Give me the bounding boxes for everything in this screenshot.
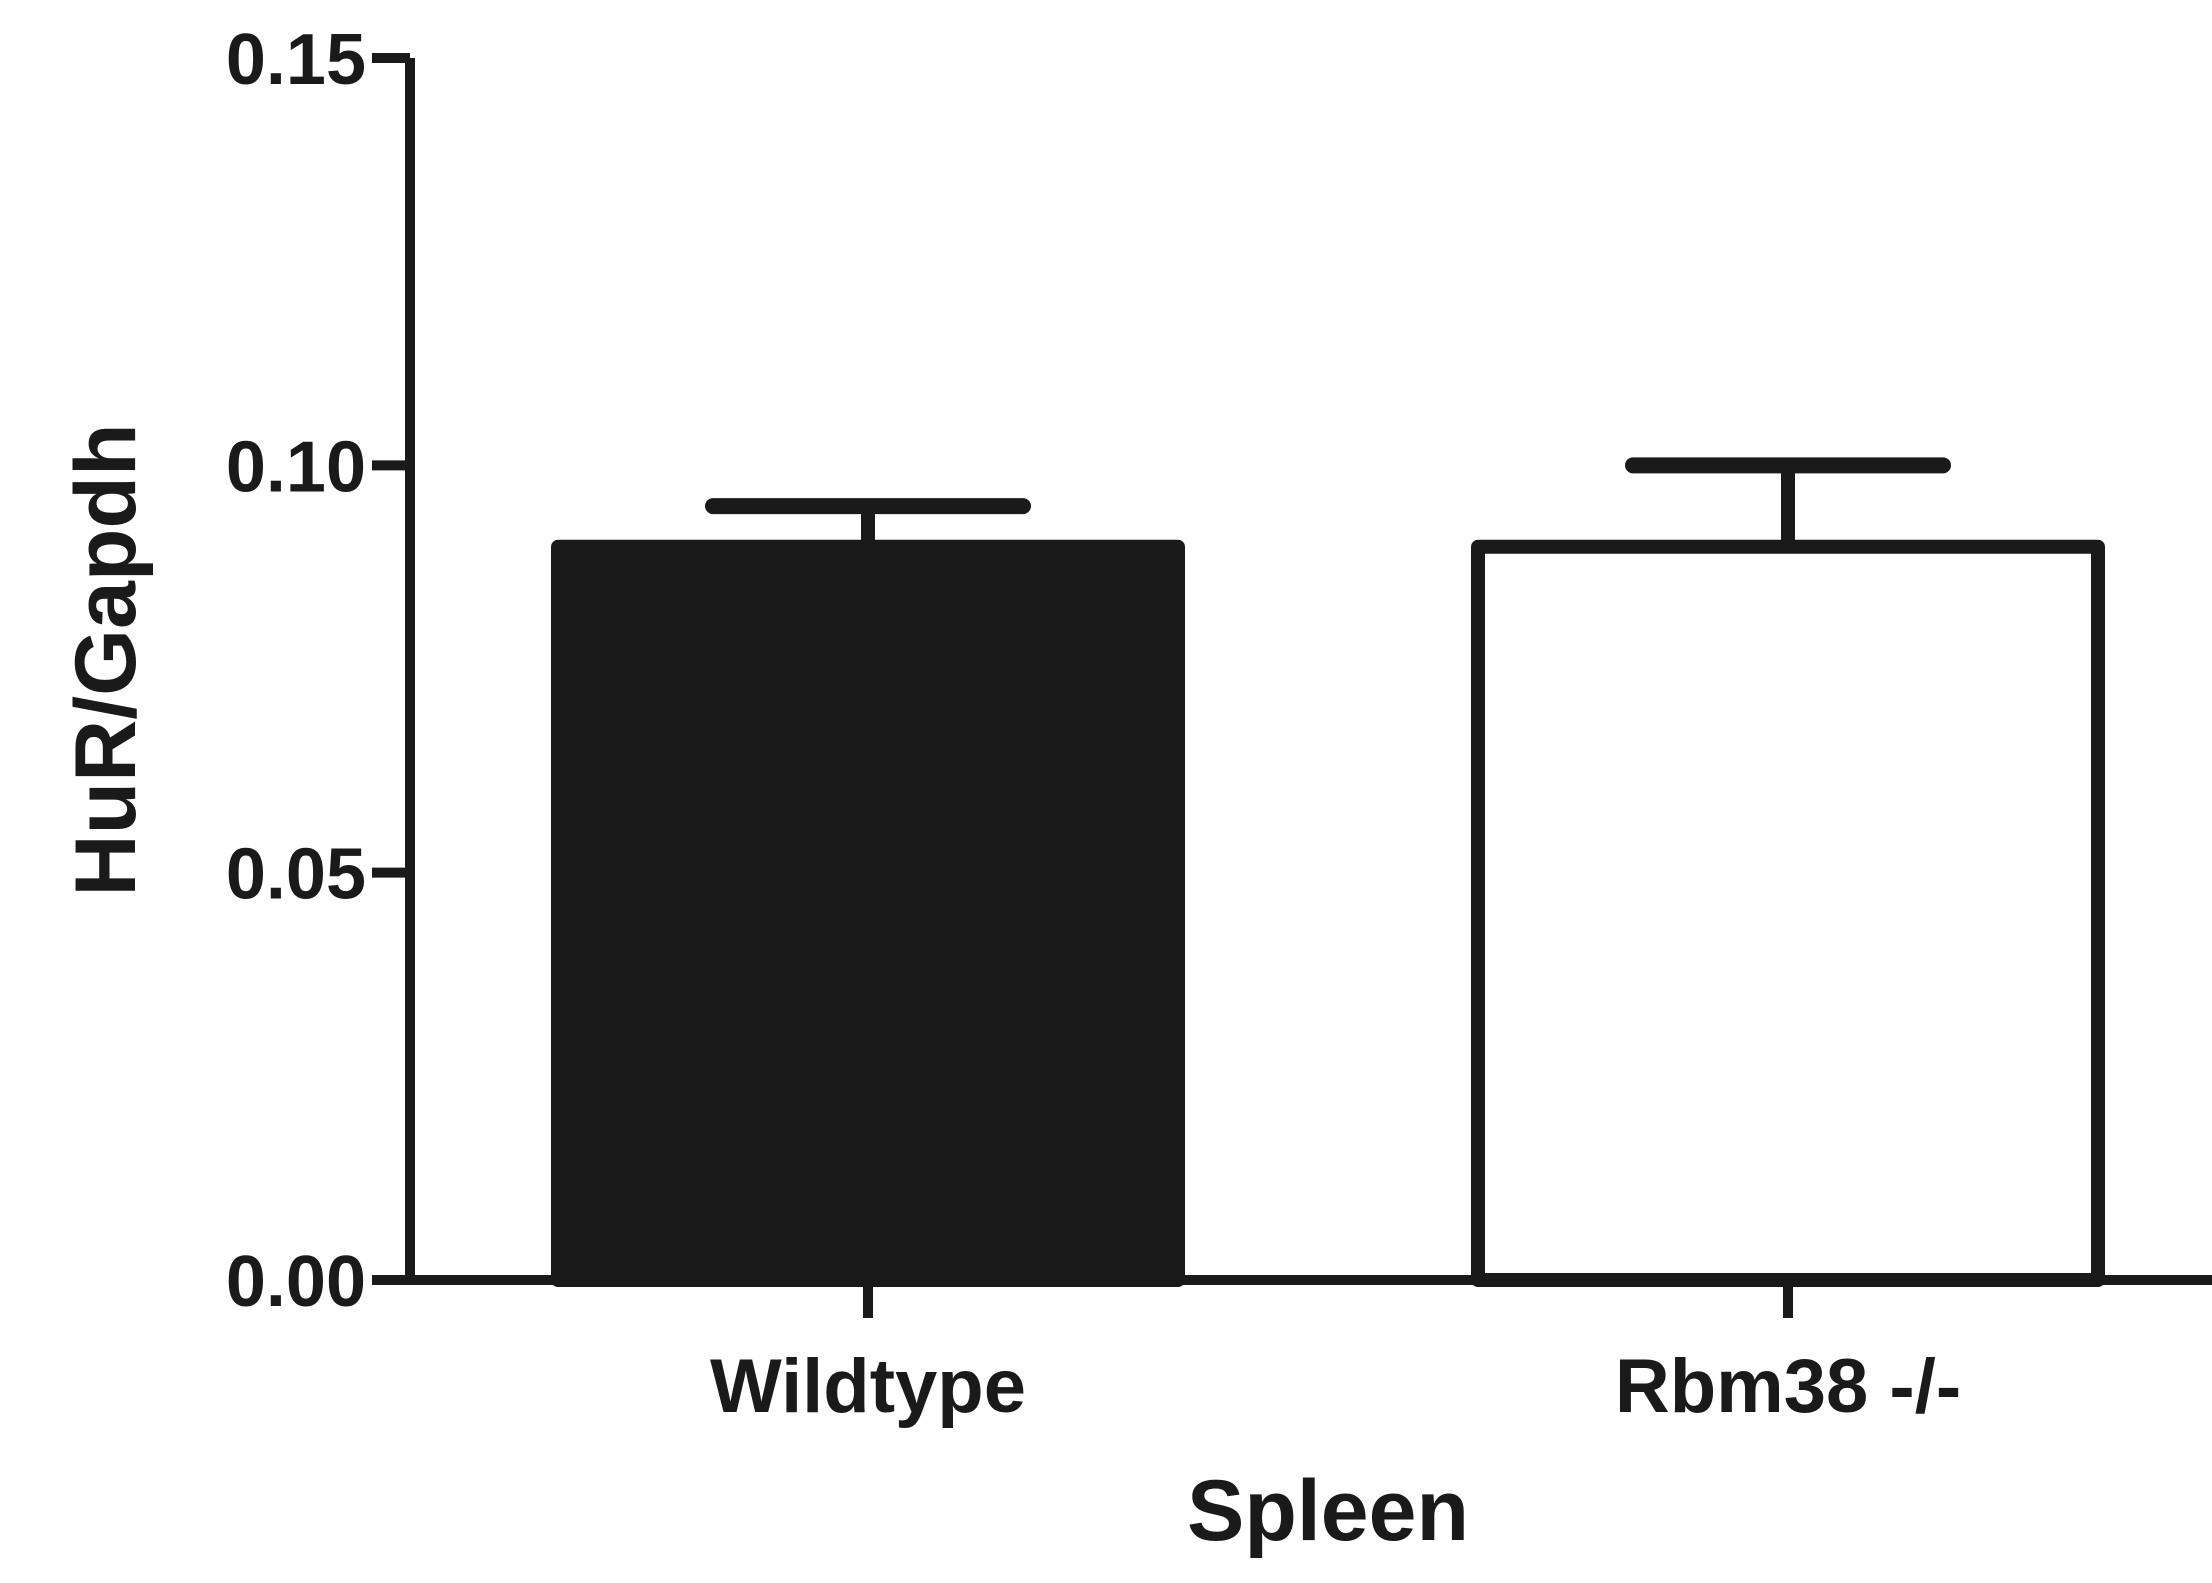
bar-rbm38 [1471,539,2105,1287]
x-tick-label: Rbm38 -/- [1615,1344,1961,1429]
x-tick-label: Wildtype [710,1344,1026,1429]
y-tick-label: 0.10 [226,427,366,507]
bar-wildtype [551,539,1185,1287]
y-tick-label: 0.15 [226,20,366,100]
y-axis-label: HuR/Gapdh [58,424,154,897]
x-ticks: Wildtype Rbm38 -/- [710,1280,1961,1429]
y-tick-label: 0.00 [226,1242,366,1322]
y-ticks: 0.00 0.05 0.10 0.15 [226,20,410,1322]
error-bars [705,457,1951,547]
x-axis-label: Spleen [1187,1463,1469,1559]
bars [551,539,2105,1287]
axes [405,58,2212,1285]
y-tick-label: 0.05 [226,835,366,915]
